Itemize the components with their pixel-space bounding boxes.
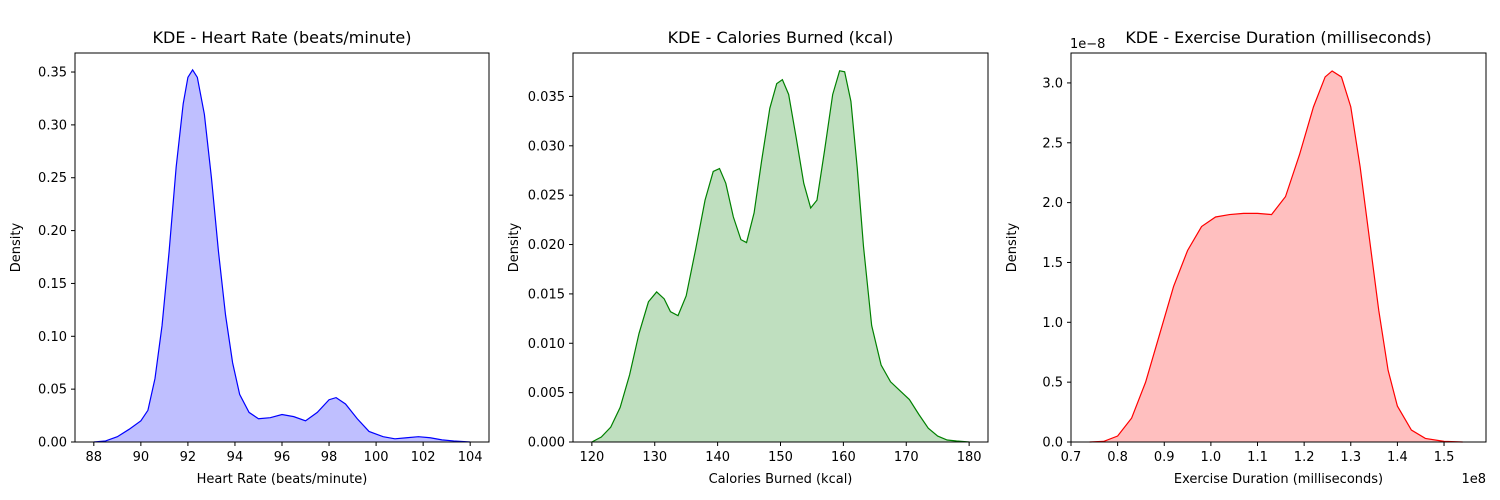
- heart-rate-y-tick-label: 0.10: [38, 330, 67, 345]
- exercise-duration-kde-line: [1089, 70, 1463, 443]
- calories-x-tick-label: 120: [579, 450, 604, 465]
- calories-y-tick-label: 0.005: [528, 386, 565, 401]
- calories-x-tick-label: 140: [705, 450, 730, 465]
- calories-x-tick-label: 130: [642, 450, 667, 465]
- exercise-duration-y-tick-label: 0.5: [1042, 376, 1063, 391]
- calories-x-ticks: 120 130 140 150 160 170 180: [579, 442, 982, 465]
- exercise-duration-panel: 0.7 0.8 0.9 1.0 1.1 1.2 1.3 1.4 1.5 0.0 0.5 1.0 1.5…: [1005, 28, 1487, 487]
- heart-rate-x-tick-label: 104: [458, 450, 483, 465]
- heart-rate-x-tick-label: 100: [364, 450, 389, 465]
- heart-rate-panel: 88 90 92 94 96 98 100 102 104 0.000.050.100.150.…: [9, 28, 490, 487]
- heart-rate-y-axis-label: Density: [9, 222, 24, 272]
- heart-rate-y-tick-label: 0.25: [38, 171, 67, 186]
- exercise-duration-x-tick-label: 1.4: [1387, 450, 1408, 465]
- calories-y-tick-label: 0.025: [528, 189, 565, 204]
- calories-y-tick-label: 0.000: [528, 436, 565, 451]
- heart-rate-kde-area: [93, 69, 471, 442]
- heart-rate-y-tick-label: 0.35: [38, 66, 67, 81]
- heart-rate-y-tick-label: 0.05: [38, 383, 67, 398]
- exercise-duration-y-offset-text: 1e−8: [1070, 37, 1105, 52]
- calories-y-tick-label: 0.010: [528, 337, 565, 352]
- exercise-duration-x-tick-label: 0.8: [1107, 450, 1128, 465]
- exercise-duration-x-tick-label: 0.9: [1154, 450, 1175, 465]
- heart-rate-kde-line: [93, 68, 471, 443]
- heart-rate-x-tick-label: 92: [180, 450, 197, 465]
- exercise-duration-chart-title: KDE - Exercise Duration (milliseconds): [1125, 28, 1431, 47]
- heart-rate-chart-title: KDE - Heart Rate (beats/minute): [153, 28, 412, 47]
- calories-panel: 120 130 140 150 160 170 180 0.0000.0050.0100.0…: [507, 28, 989, 487]
- calories-y-tick-label: 0.020: [528, 238, 565, 253]
- exercise-duration-x-tick-label: 0.7: [1061, 450, 1082, 465]
- heart-rate-y-tick-label: 0.20: [38, 224, 67, 239]
- calories-x-tick-label: 180: [957, 450, 982, 465]
- heart-rate-x-axis-label: Heart Rate (beats/minute): [197, 472, 368, 487]
- exercise-duration-x-offset-text: 1e8: [1461, 472, 1486, 487]
- exercise-duration-y-ticks: 0.0 0.5 1.0 1.5 2.0 2.5 3.0: [1042, 76, 1071, 451]
- heart-rate-y-tick-label: 0.30: [38, 118, 67, 133]
- heart-rate-x-tick-label: 90: [133, 450, 150, 465]
- calories-x-tick-label: 150: [768, 450, 793, 465]
- exercise-duration-x-tick-label: 1.0: [1201, 450, 1222, 465]
- calories-y-tick-label: 0.030: [528, 139, 565, 154]
- exercise-duration-x-axis-label: Exercise Duration (milliseconds): [1174, 472, 1383, 487]
- exercise-duration-y-tick-label: 0.0: [1042, 436, 1063, 451]
- calories-y-ticks: 0.000 0.005 0.010 0.015 0.020 0.025 0.030 0.035: [528, 90, 573, 451]
- heart-rate-x-tick-label: 102: [411, 450, 436, 465]
- calories-kde-area: [591, 70, 970, 443]
- exercise-duration-y-tick-label: 1.5: [1042, 256, 1063, 271]
- exercise-duration-x-tick-label: 1.2: [1294, 450, 1315, 465]
- calories-kde-line: [591, 70, 970, 443]
- exercise-duration-y-tick-label: 3.0: [1042, 76, 1063, 91]
- exercise-duration-y-axis-label: Density: [1005, 222, 1020, 272]
- heart-rate-x-ticks: 88 90 92 94 96 98 100 102 104: [86, 442, 483, 465]
- heart-rate-x-tick-label: 94: [227, 450, 244, 465]
- calories-chart-title: KDE - Calories Burned (kcal): [668, 28, 894, 47]
- heart-rate-y-ticks: 0.00 0.05 0.10 0.15 0.20 0.25 0.30 0.35: [38, 66, 75, 451]
- heart-rate-x-tick-label: 98: [321, 450, 338, 465]
- exercise-duration-y-tick-label: 2.5: [1042, 136, 1063, 151]
- exercise-duration-x-tick-label: 1.1: [1247, 450, 1268, 465]
- calories-x-axis-label: Calories Burned (kcal): [709, 472, 853, 487]
- heart-rate-x-tick-label: 88: [86, 450, 103, 465]
- exercise-duration-x-tick-label: 1.5: [1434, 450, 1455, 465]
- calories-x-tick-label: 170: [894, 450, 919, 465]
- heart-rate-x-tick-label: 96: [274, 450, 291, 465]
- exercise-duration-kde-area: [1089, 70, 1463, 442]
- calories-y-tick-label: 0.035: [528, 90, 565, 105]
- exercise-duration-axes-frame: [1070, 52, 1487, 443]
- exercise-duration-x-tick-label: 1.3: [1340, 450, 1361, 465]
- exercise-duration-x-ticks: 0.7 0.8 0.9 1.0 1.1 1.2 1.3 1.4 1.5: [1061, 442, 1455, 465]
- calories-y-axis-label: Density: [507, 222, 522, 272]
- exercise-duration-y-tick-label: 1.0: [1042, 316, 1063, 331]
- calories-y-tick-label: 0.015: [528, 287, 565, 302]
- heart-rate-y-tick-label: 0.00: [38, 436, 67, 451]
- heart-rate-y-tick-label: 0.15: [38, 277, 67, 292]
- exercise-duration-y-tick-label: 2.0: [1042, 196, 1063, 211]
- calories-x-tick-label: 160: [831, 450, 856, 465]
